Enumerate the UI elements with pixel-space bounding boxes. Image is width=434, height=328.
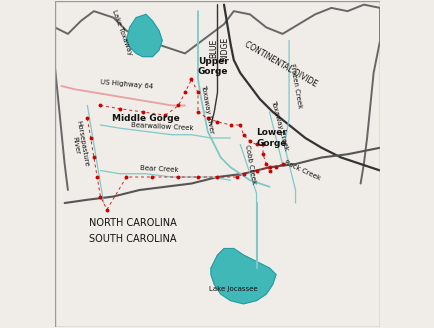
Text: NORTH CAROLINA: NORTH CAROLINA bbox=[89, 217, 176, 228]
Text: Bearwallow Creek: Bearwallow Creek bbox=[131, 122, 193, 131]
Text: Upper
Gorge: Upper Gorge bbox=[197, 57, 228, 76]
Text: Lower
Gorge: Lower Gorge bbox=[256, 128, 287, 148]
Text: Toxaway Creek: Toxaway Creek bbox=[269, 99, 288, 151]
Text: Rock Creek: Rock Creek bbox=[283, 159, 320, 181]
Text: BLUE
RIDGE: BLUE RIDGE bbox=[209, 36, 228, 61]
Text: Lake Jocassee: Lake Jocassee bbox=[209, 286, 257, 292]
Polygon shape bbox=[210, 249, 276, 304]
Polygon shape bbox=[126, 14, 162, 57]
Text: Toxaway River: Toxaway River bbox=[200, 84, 214, 134]
Text: Lake Toxaway: Lake Toxaway bbox=[110, 9, 132, 56]
Text: Frozen Creek: Frozen Creek bbox=[288, 63, 302, 109]
Text: Horsepasture
River: Horsepasture River bbox=[69, 120, 89, 169]
Text: SOUTH CAROLINA: SOUTH CAROLINA bbox=[89, 234, 176, 244]
Text: Cobb Creek: Cobb Creek bbox=[243, 144, 256, 184]
Text: US Highway 64: US Highway 64 bbox=[100, 79, 154, 90]
Text: Bear Creek: Bear Creek bbox=[139, 165, 178, 173]
Text: CONTINENTAL DIVIDE: CONTINENTAL DIVIDE bbox=[243, 40, 318, 89]
Text: Middle Gorge: Middle Gorge bbox=[112, 114, 179, 123]
